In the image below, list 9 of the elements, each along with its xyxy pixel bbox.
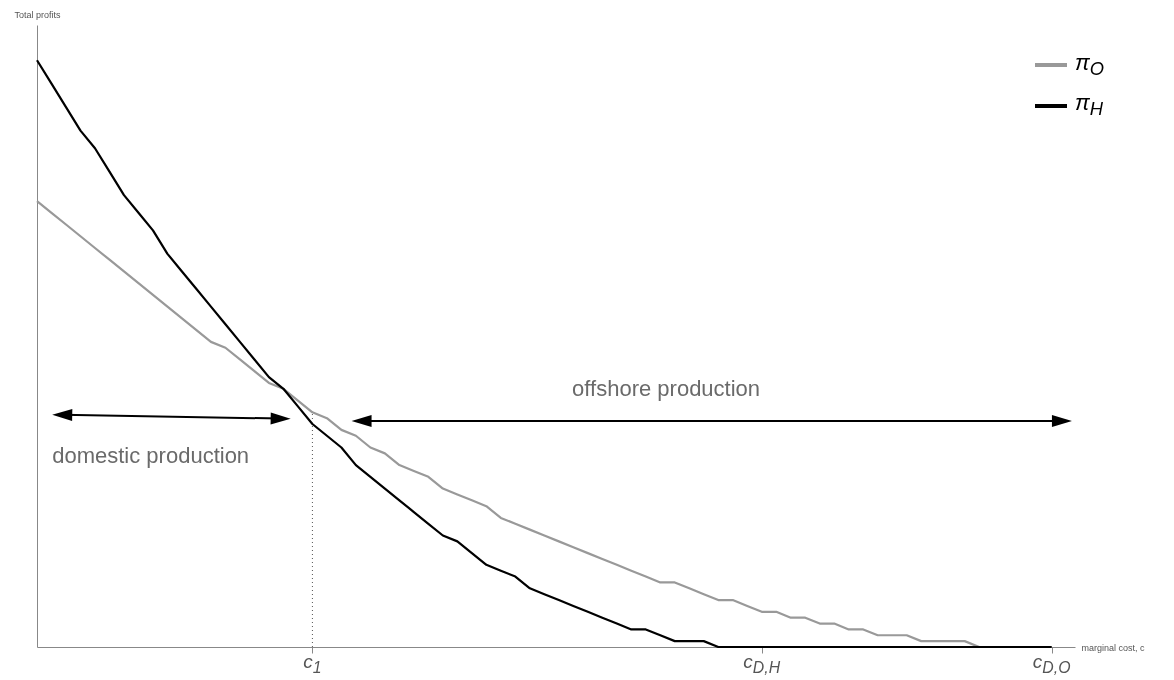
x-tick-label: c$_{D,O}$ [1032, 651, 1071, 677]
annotation: offshore production [572, 375, 761, 401]
x-tick-label: c$_{D,H}$ [743, 651, 781, 677]
legend-label: π$_{O}$ [1074, 50, 1104, 81]
annotation: domestic production [52, 443, 250, 469]
x-tick-label: c$_{1}$ [303, 651, 322, 677]
y-axis-title: Total profits [14, 9, 61, 20]
legend-label: π$_{H}$ [1074, 90, 1103, 121]
x-axis-title: marginal cost, c [1081, 642, 1146, 653]
